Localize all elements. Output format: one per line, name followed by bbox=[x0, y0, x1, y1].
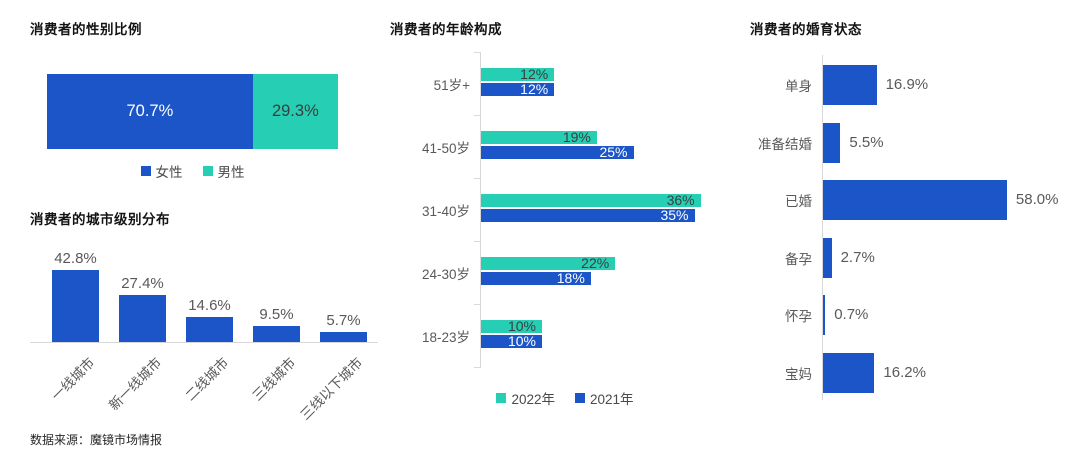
city-bar-column: 5.7% 三线以下城市 bbox=[297, 250, 367, 423]
bar-value-label: 27.4% bbox=[121, 275, 164, 293]
city-bar[interactable] bbox=[320, 332, 367, 342]
age-bar-2022[interactable]: 22% bbox=[481, 256, 616, 270]
age-axis-tick bbox=[474, 367, 481, 368]
marital-axis-line bbox=[822, 55, 823, 400]
age-plot: 51岁+ 12% 12% 41-50岁 19% 25% 31-40岁 36% 35% 24-30岁… bbox=[390, 52, 730, 368]
city-bar-column: 27.4% 新一线城市 bbox=[106, 250, 166, 413]
city-bar[interactable] bbox=[253, 325, 300, 342]
bar-value-label: 58.0% bbox=[1015, 191, 1059, 209]
legend-label: 2022年 bbox=[511, 392, 555, 407]
age-bar-2021[interactable]: 10% bbox=[481, 334, 542, 348]
marital-bar[interactable] bbox=[823, 65, 877, 105]
bar-value-label: 42.8% bbox=[54, 250, 97, 267]
city-tier-plot: 42.8% 一线城市 27.4% 新一线城市 14.6% 二线城市 9.5% 三线城市 5.7%… bbox=[30, 250, 378, 423]
gender-stacked-bar: 70.7% 29.3% bbox=[47, 74, 338, 149]
marital-bar[interactable] bbox=[823, 180, 1007, 221]
age-category-label: 41-50岁 bbox=[421, 141, 470, 156]
age-bar-2021[interactable]: 12% bbox=[481, 82, 555, 96]
gender-segment-female[interactable]: 70.7% bbox=[47, 74, 253, 149]
city-bar[interactable] bbox=[119, 295, 166, 342]
marital-category-label: 怀孕 bbox=[785, 309, 812, 325]
gender-legend: 女性 男性 bbox=[47, 161, 338, 181]
data-source-note: 数据来源：魔镜市场情报 bbox=[30, 433, 163, 447]
age-chart: 消费者的年龄构成 51岁+ 12% 12% 41-50岁 19% 25% 31-40岁 36%… bbox=[390, 14, 740, 424]
legend-label: 男性 bbox=[217, 165, 245, 180]
legend-item[interactable]: 2022年 bbox=[496, 388, 555, 408]
age-axis-tick bbox=[474, 178, 481, 179]
bar-value-label: 14.6% bbox=[188, 297, 231, 315]
legend-item[interactable]: 女性 bbox=[140, 161, 183, 181]
age-legend: 2022年 2021年 bbox=[390, 388, 740, 408]
bar-value-label: 9.5% bbox=[259, 305, 294, 323]
bar-value-label: 5.5% bbox=[849, 133, 884, 151]
age-bar-2022[interactable]: 19% bbox=[481, 130, 597, 144]
age-axis-line bbox=[480, 52, 481, 368]
marital-status-chart-title: 消费者的婚育状态 bbox=[750, 22, 862, 37]
legend-swatch bbox=[575, 393, 585, 403]
age-bar-2021[interactable]: 35% bbox=[481, 208, 695, 222]
bar-value-label: 16.9% bbox=[885, 76, 929, 93]
city-tier-chart-title: 消费者的城市级别分布 bbox=[30, 212, 170, 227]
legend-label: 2021年 bbox=[590, 392, 634, 407]
age-axis-tick bbox=[474, 304, 481, 305]
age-category-label: 18-23岁 bbox=[421, 330, 470, 345]
marital-bar[interactable] bbox=[823, 295, 826, 336]
age-category-label: 31-40岁 bbox=[421, 204, 470, 219]
marital-status-chart: 消费者的婚育状态 单身 16.9% 准备结婚 5.5% 已婚 58.0% 备孕 2.7% 怀孕 0… bbox=[750, 14, 1080, 424]
marital-category-label: 宝妈 bbox=[785, 367, 812, 382]
bar-value-label: 16.2% bbox=[883, 364, 926, 381]
age-category-label: 24-30岁 bbox=[421, 267, 470, 282]
age-axis-tick bbox=[474, 241, 481, 242]
age-bar-2022[interactable]: 10% bbox=[481, 319, 542, 333]
age-category-label: 51岁+ bbox=[433, 78, 470, 93]
city-bar-column: 42.8% 一线城市 bbox=[48, 250, 99, 404]
marital-category-label: 已婚 bbox=[785, 194, 812, 210]
age-chart-title: 消费者的年龄构成 bbox=[390, 22, 502, 37]
legend-swatch bbox=[140, 166, 151, 176]
marital-bar[interactable] bbox=[823, 353, 875, 393]
marital-status-plot: 单身 16.9% 准备结婚 5.5% 已婚 58.0% 备孕 2.7% 怀孕 0.7% 宝妈 16.2… bbox=[750, 55, 1080, 400]
legend-label: 女性 bbox=[155, 165, 183, 180]
legend-swatch bbox=[496, 393, 507, 403]
gender-chart-title: 消费者的性别比例 bbox=[30, 22, 142, 37]
legend-item[interactable]: 2021年 bbox=[575, 388, 634, 408]
gender-segment-male[interactable]: 29.3% bbox=[252, 74, 338, 149]
legend-item[interactable]: 男性 bbox=[202, 161, 245, 181]
bar-value-label: 0.7% bbox=[834, 306, 869, 324]
city-bar-column: 9.5% 三线城市 bbox=[249, 250, 300, 404]
age-axis-tick bbox=[474, 52, 481, 53]
bar-value-label: 5.7% bbox=[326, 312, 361, 330]
age-bar-2022[interactable]: 36% bbox=[481, 193, 701, 207]
marital-bar[interactable] bbox=[823, 122, 841, 163]
age-bar-2021[interactable]: 18% bbox=[481, 271, 591, 285]
age-bar-2021[interactable]: 25% bbox=[481, 145, 634, 159]
marital-category-label: 单身 bbox=[785, 79, 812, 94]
city-tier-chart: 消费者的城市级别分布 42.8% 一线城市 27.4% 新一线城市 14.6% 二线城市 9… bbox=[30, 204, 380, 444]
age-axis-tick bbox=[474, 115, 481, 116]
city-bar-column: 14.6% 二线城市 bbox=[182, 250, 233, 404]
city-bar[interactable] bbox=[52, 270, 99, 342]
marital-bar[interactable] bbox=[823, 237, 832, 278]
marital-category-label: 准备结婚 bbox=[758, 136, 812, 152]
city-bar[interactable] bbox=[186, 317, 233, 342]
age-bar-2022[interactable]: 12% bbox=[481, 67, 555, 81]
marital-category-label: 备孕 bbox=[785, 251, 812, 267]
gender-chart: 消费者的性别比例 70.7% 29.3% 女性 男性 bbox=[30, 14, 370, 194]
bar-value-label: 2.7% bbox=[840, 248, 875, 266]
legend-swatch bbox=[202, 166, 213, 176]
